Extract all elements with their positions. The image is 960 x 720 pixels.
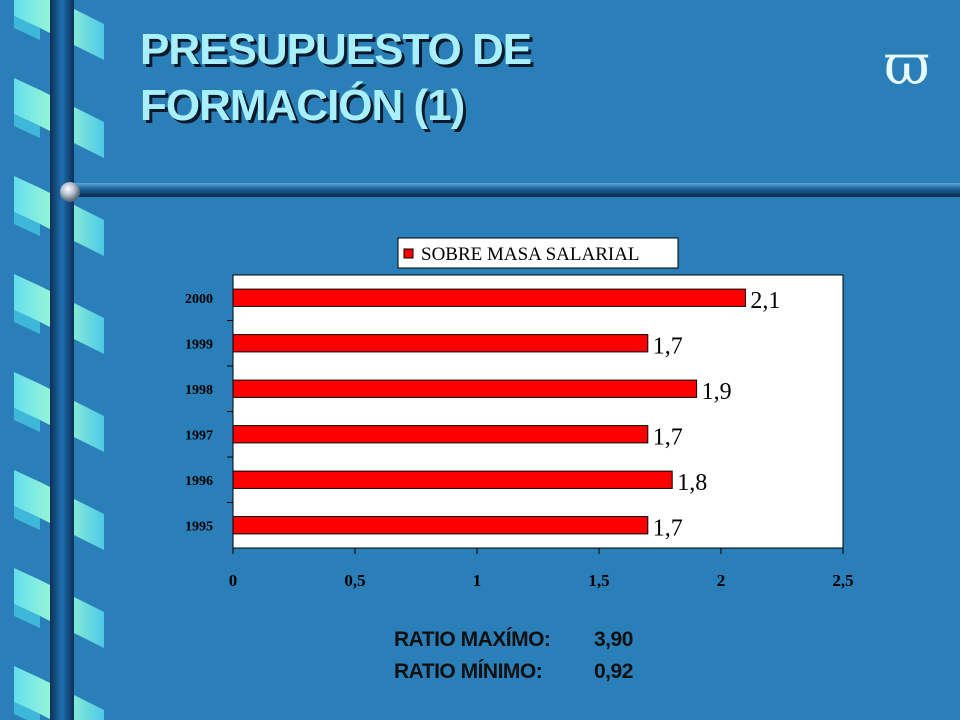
chart-bar: [232, 288, 746, 307]
legend-label: SOBRE MASA SALARIAL: [421, 244, 640, 265]
title-line-2: FORMACIÓN (1): [140, 81, 465, 130]
y-tick-label: 1998: [185, 383, 213, 398]
y-tick-label: 1997: [185, 428, 213, 443]
chart-bar: [232, 470, 673, 489]
ratio-min-label: RATIO MÍNIMO:: [394, 660, 543, 683]
ratio-max-label: RATIO MAXÍMO:: [394, 628, 551, 651]
bar-data-label: 1,7: [653, 333, 683, 359]
x-tick-label: 1: [473, 571, 482, 590]
legend-swatch: [403, 248, 414, 259]
title-divider: [60, 182, 960, 202]
ratio-block: RATIO MAXÍMO: 3,90 RATIO MÍNIMO: 0,92: [394, 624, 633, 688]
chart-legend: SOBRE MASA SALARIAL: [397, 237, 679, 269]
ratio-min-value: 0,92: [594, 660, 633, 683]
bar-data-label: 1,9: [702, 379, 732, 405]
omega-pi-icon: ϖ: [884, 33, 930, 98]
ratio-row: RATIO MÍNIMO: 0,92: [394, 656, 633, 688]
chart-bar: [232, 516, 649, 535]
y-tick-label: 2000: [185, 292, 213, 307]
title-line-1: PRESUPUESTO DE: [140, 25, 532, 74]
decorative-ribbon-border: [14, 0, 104, 720]
y-tick-label: 1996: [185, 474, 213, 489]
x-tick-label: 2: [717, 571, 726, 590]
x-tick-label: 0,5: [344, 571, 365, 590]
chart-bar: [232, 425, 649, 444]
bar-data-label: 1,7: [653, 515, 683, 541]
ratio-max-value: 3,90: [594, 628, 633, 651]
bar-data-label: 1,7: [653, 424, 683, 450]
ratio-row: RATIO MAXÍMO: 3,90: [394, 624, 633, 656]
chart-bar: [232, 379, 698, 398]
x-tick-label: 0: [229, 571, 238, 590]
chart-bar: [232, 334, 649, 353]
y-tick-label: 1995: [185, 519, 213, 534]
slide-title: PRESUPUESTO DE FORMACIÓN (1): [140, 22, 532, 134]
y-tick-label: 1999: [185, 337, 213, 352]
x-tick-label: 1,5: [588, 571, 609, 590]
chart-plot-area: [232, 274, 844, 549]
x-tick-label: 2,5: [832, 571, 853, 590]
bar-data-label: 1,8: [677, 470, 707, 496]
bar-data-label: 2,1: [750, 288, 780, 314]
